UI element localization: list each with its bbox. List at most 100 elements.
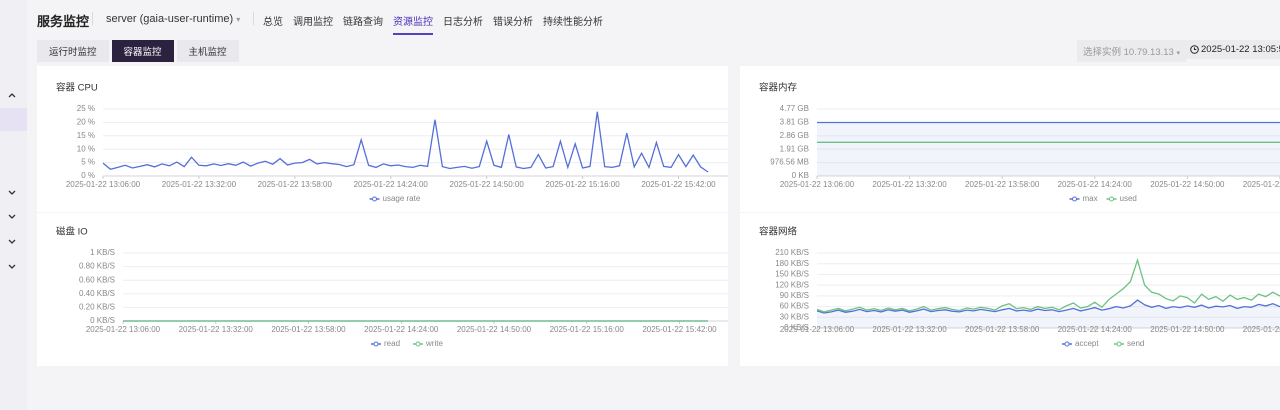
nav-tab[interactable]: 持续性能分析: [543, 17, 603, 28]
y-tick-label: 10 %: [77, 144, 95, 153]
y-tick-label: 0.80 KB/S: [79, 262, 115, 271]
nav-tab[interactable]: 调用监控: [293, 17, 333, 28]
nav-tab[interactable]: 资源监控: [393, 13, 433, 35]
legend-label: send: [1127, 339, 1144, 348]
x-tick-label: 2025-01-22 14:50:00: [457, 325, 532, 334]
nav-tab[interactable]: 总览: [263, 17, 283, 28]
time-picker[interactable]: 2025-01-22 13:05:55: [1185, 40, 1280, 59]
legend-dot: [372, 196, 377, 202]
x-tick-label: 2025-01-22 13:32:00: [179, 325, 254, 334]
nav-tab[interactable]: 日志分析: [443, 17, 483, 28]
divider: [92, 12, 93, 25]
sidebar-active-item: [0, 108, 27, 131]
y-tick-label: 120 KB/S: [775, 280, 809, 289]
y-tick-label: 20 %: [77, 118, 95, 127]
area: [817, 122, 1280, 176]
y-tick-label: 60 KB/S: [780, 302, 809, 311]
legend-dot: [1116, 341, 1122, 347]
page-title: 服务监控: [37, 14, 90, 29]
y-tick-label: 15 %: [77, 131, 95, 140]
x-tick-label: 2025-01-22 15:16:00: [545, 180, 620, 189]
line: [816, 299, 1280, 314]
sub-tab[interactable]: 运行时监控: [37, 40, 109, 62]
clock-icon: [1190, 45, 1199, 54]
chart: 容器内存 0 KB 976.56 MB 1.91 GB 2.86 GB 3.81 GB 4.…: [759, 82, 1280, 203]
area: [817, 300, 1280, 328]
service-name: server (gaia-user-runtime): [106, 13, 234, 25]
legend-label: used: [1120, 194, 1137, 203]
time-text: 2025-01-22 13:05:55: [1201, 44, 1280, 55]
y-tick-label: 0.40 KB/S: [79, 289, 115, 298]
y-tick-label: 0 KB/S: [784, 323, 809, 332]
line: [816, 257, 1280, 313]
y-tick-label: 30 KB/S: [780, 312, 809, 321]
nav-tab[interactable]: 错误分析: [493, 17, 533, 28]
x-tick-label: 2025-01-22 14:24:00: [364, 325, 439, 334]
legend-dot: [1064, 341, 1070, 347]
instance-text: 选择实例 10.79.13.13: [1083, 47, 1174, 58]
chevron-down[interactable]: [8, 239, 16, 244]
x-tick-label: 2025-01-22 14:24:00: [354, 180, 429, 189]
x-tick-label: 2025-01-22 13:06:00: [66, 180, 141, 189]
y-tick-label: 2.86 GB: [780, 131, 809, 140]
sidebar: [0, 0, 27, 410]
x-tick-label: 2025-01-22 14:50:00: [1150, 180, 1225, 189]
chevron-down[interactable]: [8, 190, 16, 195]
x-tick-label: 2025-01-22 13:06:00: [780, 180, 855, 189]
sidebar-icons: [8, 93, 16, 269]
chart-title: 容器内存: [759, 82, 798, 94]
x-tick-label: 2025-01-22 14:50:00: [450, 180, 525, 189]
instance-select[interactable]: 选择实例 10.79.13.13 ▾: [1077, 40, 1186, 62]
x-tick-label: 2025-01-22 13:58:00: [965, 180, 1040, 189]
legend-label: max: [1083, 194, 1098, 203]
nav-tabs: 总览 调用监控 链路查询 资源监控 日志分析 错误分析 持续性能分析: [263, 13, 603, 35]
y-tick-label: 0.20 KB/S: [79, 303, 115, 312]
chart-title: 容器 CPU: [56, 82, 98, 94]
y-tick-label: 210 KB/S: [775, 248, 809, 257]
y-tick-label: 0 KB/S: [90, 316, 115, 325]
chart-panel: 容器网络 0 KB/S 30 KB/S 60 KB/S 90 KB/S 120 KB/S 1…: [740, 213, 1280, 366]
x-tick-label: 2025-01-22 14:24:00: [1058, 180, 1133, 189]
y-tick-label: 976.56 MB: [770, 158, 809, 167]
chart-panel: 容器内存 0 KB 976.56 MB 1.91 GB 2.86 GB 3.81 GB 4.…: [740, 66, 1280, 212]
sub-tab[interactable]: 主机监控: [176, 40, 239, 62]
y-tick-label: 0.60 KB/S: [79, 275, 115, 284]
legend-label: read: [384, 339, 400, 348]
legend-label: write: [425, 339, 443, 348]
y-tick-label: 90 KB/S: [780, 291, 809, 300]
nav-tab[interactable]: 链路查询: [343, 17, 383, 28]
x-tick-label: 2025-01-22 13:06:00: [86, 325, 161, 334]
x-tick-label: 2025-01-22 13:32:00: [872, 180, 947, 189]
x-tick-label: 2025-01-22 15:16:00: [1243, 180, 1280, 189]
y-tick-label: 5 %: [81, 158, 95, 167]
y-tick-label: 1 KB/S: [90, 248, 115, 257]
y-tick-label: 1.91 GB: [780, 144, 809, 153]
service-select[interactable]: server (gaia-user-runtime) ▾: [106, 13, 241, 25]
x-tick-label: 2025-01-22 15:42:00: [642, 325, 717, 334]
y-tick-label: 150 KB/S: [775, 270, 809, 279]
x-tick-label: 2025-01-22 13:32:00: [162, 180, 237, 189]
chevron-down[interactable]: [8, 214, 16, 219]
x-tick-label: 2025-01-22 13:58:00: [271, 325, 346, 334]
chart: 磁盘 IO 0 KB/S 0.20 KB/S 0.40 KB/S 0.60 KB/S 0.…: [56, 226, 728, 348]
chart-panel: 磁盘 IO 0 KB/S 0.20 KB/S 0.40 KB/S 0.60 KB/S 0.…: [37, 213, 728, 366]
sub-tab[interactable]: 容器监控: [111, 40, 174, 62]
divider: [253, 12, 254, 25]
chevron-up[interactable]: [8, 93, 16, 98]
y-tick-label: 180 KB/S: [775, 259, 809, 268]
legend-label: usage rate: [383, 194, 421, 203]
y-tick-label: 3.81 GB: [780, 118, 809, 127]
sub-tabs: 运行时监控 容器监控 主机监控: [37, 40, 242, 62]
chart-title: 容器网络: [759, 226, 798, 238]
chart-title: 磁盘 IO: [56, 226, 88, 238]
x-tick-label: 2025-01-22 15:16:00: [1243, 325, 1280, 334]
x-tick-label: 2025-01-22 13:58:00: [258, 180, 333, 189]
y-tick-label: 25 %: [77, 104, 95, 113]
legend-dot: [373, 341, 379, 347]
legend-dot: [1072, 196, 1077, 202]
y-tick-label: 4.77 GB: [780, 104, 809, 113]
chevron-down[interactable]: [8, 264, 16, 269]
y-tick-label: 0 KB: [792, 171, 809, 180]
